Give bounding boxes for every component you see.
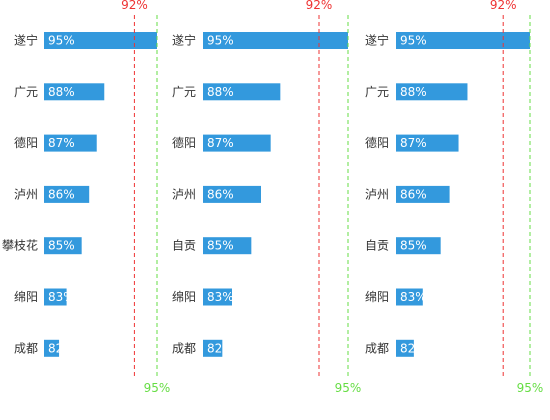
value-label: 88% <box>400 85 427 99</box>
value-label: 87% <box>207 136 234 150</box>
category-label: 遂宁 <box>172 33 196 48</box>
bar-1-6 <box>44 288 67 306</box>
value-label: 83% <box>207 290 234 304</box>
reference-label-95: 95% <box>517 381 544 395</box>
bar-2-7 <box>203 339 223 357</box>
value-label: 95% <box>400 34 427 48</box>
category-label: 德阳 <box>14 135 38 150</box>
category-label: 绵阳 <box>365 290 389 304</box>
value-label: 82 <box>48 341 63 355</box>
category-label: 泸州 <box>172 187 196 201</box>
category-label: 泸州 <box>365 187 389 201</box>
category-label: 成都 <box>172 341 196 355</box>
bar-2-5 <box>203 237 252 255</box>
reference-label-92: 92% <box>490 0 517 12</box>
value-label: 88% <box>48 85 75 99</box>
value-label: 82 <box>207 341 222 355</box>
bar-3-6 <box>396 288 423 306</box>
category-label: 广元 <box>365 85 389 99</box>
category-label: 自贡 <box>172 239 196 253</box>
value-label: 82 <box>400 341 415 355</box>
bar-3-1 <box>396 32 530 49</box>
bar-3-7 <box>396 339 414 357</box>
bar-1-1 <box>44 32 157 49</box>
category-label: 攀枝花 <box>2 238 38 253</box>
bar-2-2 <box>203 83 281 101</box>
value-label: 85% <box>400 239 427 253</box>
bar-2-3 <box>203 134 271 152</box>
bar-2-6 <box>203 288 232 306</box>
bar-3-5 <box>396 237 441 255</box>
category-label: 遂宁 <box>365 33 389 48</box>
value-label: 95% <box>48 34 75 48</box>
value-label: 85% <box>207 239 234 253</box>
category-label: 成都 <box>14 341 38 355</box>
bar-2-4 <box>203 185 261 203</box>
category-label: 德阳 <box>172 135 196 150</box>
bar-1-4 <box>44 185 90 203</box>
bar-3-3 <box>396 134 459 152</box>
value-label: 85% <box>48 239 75 253</box>
value-label: 86% <box>400 187 427 201</box>
category-label: 广元 <box>172 85 196 99</box>
value-label: 87% <box>400 136 427 150</box>
value-label: 83% <box>400 290 427 304</box>
value-label: 86% <box>207 187 234 201</box>
category-label: 绵阳 <box>172 290 196 304</box>
value-label: 87% <box>48 136 75 150</box>
category-label: 绵阳 <box>14 290 38 304</box>
bar-3-4 <box>396 185 450 203</box>
reference-label-92: 92% <box>306 0 333 12</box>
bar-1-5 <box>44 237 82 255</box>
category-label: 成都 <box>365 341 389 355</box>
category-label: 遂宁 <box>14 33 38 48</box>
bar-1-7 <box>44 339 60 357</box>
category-label: 泸州 <box>14 187 38 201</box>
value-label: 95% <box>207 34 234 48</box>
category-label: 广元 <box>14 85 38 99</box>
bar-1-3 <box>44 134 97 152</box>
bar-1-2 <box>44 83 105 101</box>
bar-3-2 <box>396 83 468 101</box>
bar-2-1 <box>203 32 348 49</box>
value-label: 86% <box>48 187 75 201</box>
category-label: 自贡 <box>365 239 389 253</box>
value-label: 88% <box>207 85 234 99</box>
category-label: 德阳 <box>365 135 389 150</box>
value-label: 83% <box>48 290 75 304</box>
reference-label-95: 95% <box>335 381 362 395</box>
reference-label-95: 95% <box>144 381 171 395</box>
reference-label-92: 92% <box>121 0 148 12</box>
